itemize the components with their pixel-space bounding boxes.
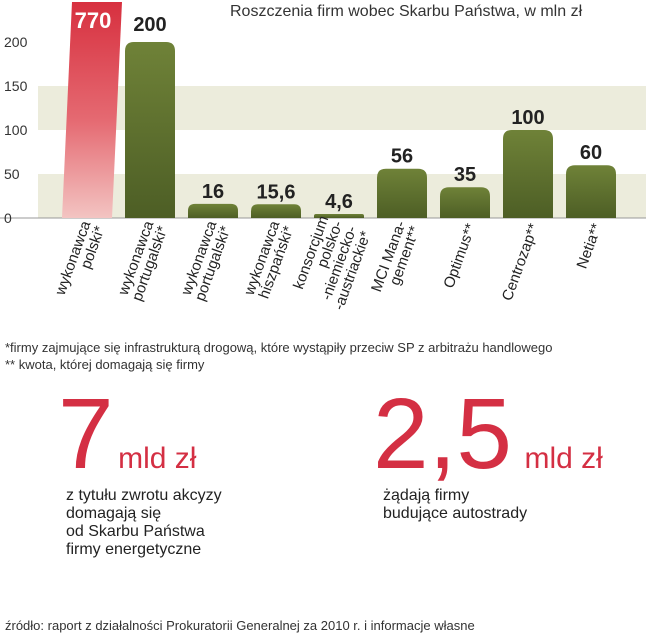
bar [377, 168, 427, 218]
bar [503, 130, 553, 218]
bar-value-label: 16 [202, 181, 224, 203]
bar [314, 213, 364, 218]
category-label: MCI Mana-gement** [368, 219, 423, 295]
bar-value-label: 60 [580, 142, 602, 164]
bar [251, 204, 301, 218]
y-tick-label: 150 [4, 78, 28, 94]
bar-value-label: 35 [454, 164, 476, 186]
stat-energy: 7 mld zł [58, 384, 196, 484]
stat-highways-line-2: budujące autostrady [383, 505, 528, 522]
category-label: Centrozap** [499, 221, 543, 303]
bar-value-label: 56 [391, 146, 413, 168]
bar-value-label: 4,6 [325, 191, 353, 213]
bar-chart: 0 50 100 150 200 770 200 16 15,6 4,6 56 35 100 60 wy… [0, 2, 646, 313]
footnote-2: ** kwota, której domagają się firmy [5, 357, 205, 372]
stat-highways: 2,5 mld zł [373, 384, 603, 484]
footnote-1: *firmy zajmujące się infrastrukturą drog… [5, 340, 553, 355]
stat-energy-description: z tytułu zwrotu akcyzy domagają się od S… [66, 487, 222, 559]
category-label-line: Centrozap** [499, 221, 543, 303]
bar-value-label: 100 [511, 107, 544, 129]
stat-highways-description: żądają firmy budujące autostrady [383, 487, 527, 523]
footnotes: *firmy zajmujące się infrastrukturą drog… [5, 339, 552, 373]
y-tick-label: 50 [4, 166, 20, 182]
category-label: Optimus** [440, 221, 479, 290]
stat-energy-number: 7 [58, 378, 114, 490]
bar-value-label: 200 [133, 14, 166, 36]
y-tick-label: 0 [4, 210, 12, 226]
stat-energy-unit: mld zł [118, 442, 197, 475]
category-label-line: Optimus** [440, 221, 479, 290]
chart-title: Roszczenia firm wobec Skarbu Państwa, w … [230, 3, 583, 20]
stat-energy-line-4: firmy energetyczne [66, 541, 202, 558]
category-label-line: Netia** [574, 221, 606, 271]
bar [62, 2, 122, 218]
source-note: źródło: raport z działalności Prokurator… [5, 618, 475, 633]
bar [188, 203, 238, 218]
stat-energy-line-1: z tytułu zwrotu akcyzy [66, 487, 222, 504]
y-tick-label: 200 [4, 34, 28, 50]
stat-highways-number: 2,5 [373, 378, 513, 490]
bar [125, 42, 175, 218]
stat-energy-line-2: domagają się [66, 505, 162, 522]
y-tick-label: 100 [4, 122, 28, 138]
bar [440, 187, 490, 218]
stat-highways-line-1: żądają firmy [383, 487, 470, 504]
bar [566, 165, 616, 218]
bar-value-label: 770 [75, 8, 112, 33]
category-label: Netia** [574, 221, 606, 271]
stat-highways-unit: mld zł [524, 442, 603, 475]
category-label: konsorcjumpolsko--niemiecko--austriackie… [290, 214, 375, 313]
stat-energy-line-3: od Skarbu Państwa [66, 523, 205, 540]
bar-value-label: 15,6 [257, 181, 296, 203]
